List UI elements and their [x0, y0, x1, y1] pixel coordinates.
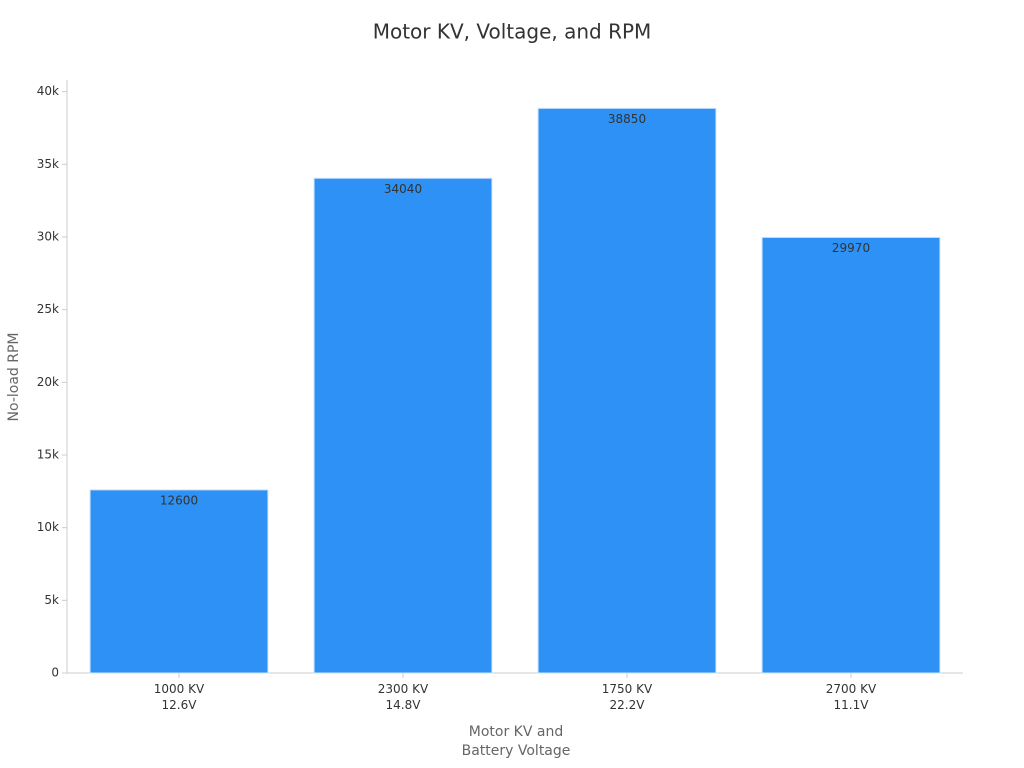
y-tick-label: 0: [51, 666, 59, 680]
y-tick-label: 5k: [44, 593, 59, 607]
x-tick-label: 1750 KV 22.2V: [602, 682, 653, 712]
bar: [89, 489, 269, 674]
y-tick-label: 35k: [37, 157, 59, 171]
y-axis-label: No-load RPM: [6, 333, 22, 422]
value-label: 38850: [608, 112, 646, 126]
y-tick-label: 20k: [37, 375, 59, 389]
y-tick-label: 15k: [37, 447, 59, 461]
value-label: 12600: [160, 493, 198, 507]
bar: [313, 177, 493, 674]
value-label: 29970: [832, 241, 870, 255]
y-tick-label: 30k: [37, 229, 59, 243]
x-tick-label: 2700 KV 11.1V: [826, 682, 877, 712]
x-tick-label: 1000 KV 12.6V: [154, 682, 205, 712]
bar: [537, 107, 717, 674]
x-tick-label: 2300 KV 14.8V: [378, 682, 429, 712]
chart-title: Motor KV, Voltage, and RPM: [373, 20, 652, 44]
x-axis-label: Motor KV and Battery Voltage: [462, 724, 571, 759]
value-label: 34040: [384, 182, 422, 196]
y-tick-label: 10k: [37, 520, 59, 534]
y-tick-label: 40k: [37, 84, 59, 98]
bar: [761, 236, 941, 674]
y-tick-label: 25k: [37, 302, 59, 316]
